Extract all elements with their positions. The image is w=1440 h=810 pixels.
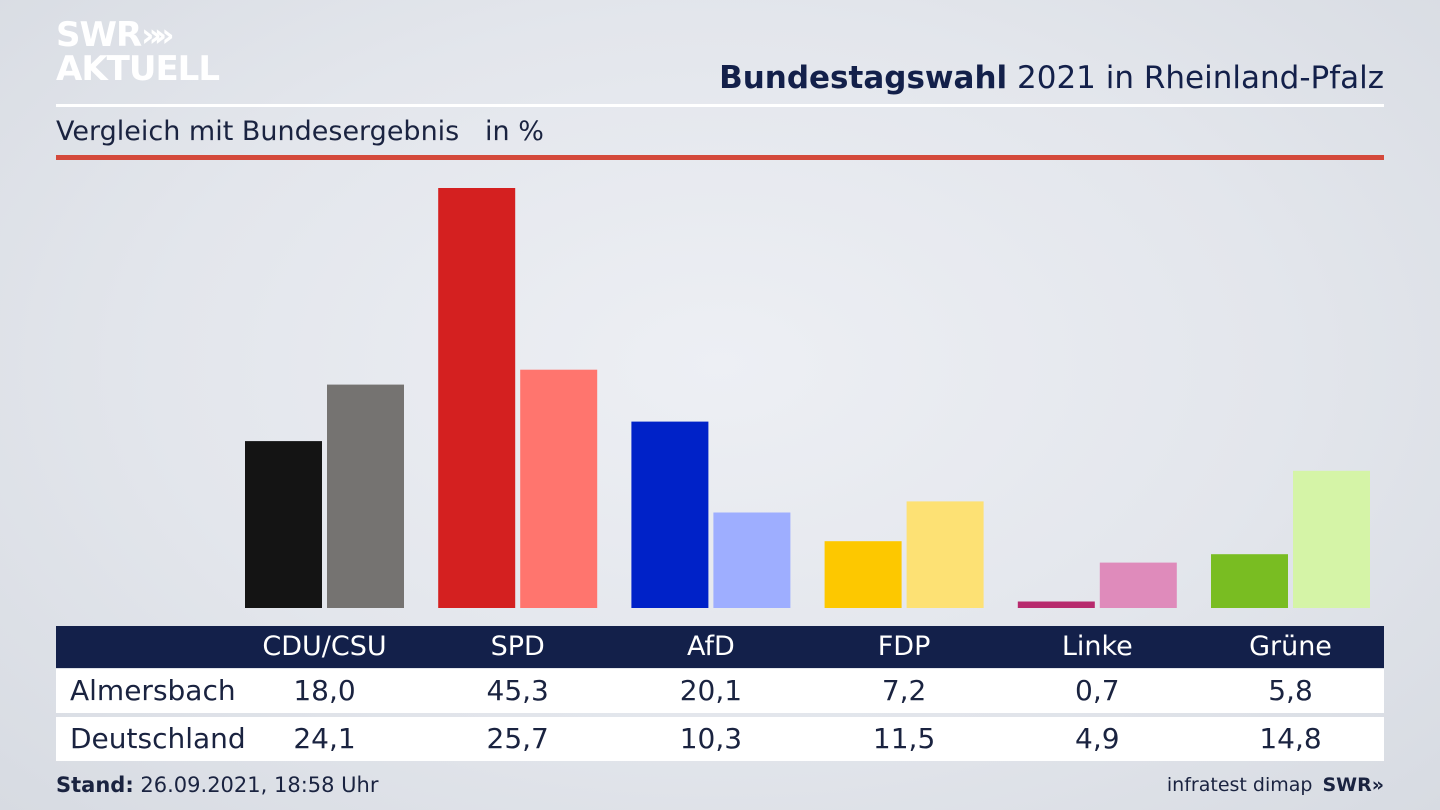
table-row-almersbach: Almersbach 18,0 45,3 20,1 7,2 0,7 5,8 [56, 669, 1384, 713]
chart-title-rest: 2021 in Rheinland-Pfalz [1007, 60, 1384, 96]
value-label-spd-almersbach: 45,3 [486, 674, 549, 707]
source-credit: infratest dimap SWR» [1167, 770, 1384, 800]
chart-subtitle: Vergleich mit Bundesergebnis in % [56, 116, 544, 147]
category-label-afd: AfD [686, 631, 735, 662]
bar-afd-almersbach [631, 421, 709, 608]
bar-fdp-almersbach [824, 541, 902, 608]
category-label-grüne: Grüne [1249, 631, 1332, 662]
value-label-linke-almersbach: 0,7 [1075, 674, 1120, 707]
value-label-cdu-csu-deutschland: 24,1 [293, 722, 356, 755]
bar-chart [245, 188, 1370, 608]
value-label-fdp-almersbach: 7,2 [881, 674, 927, 707]
timestamp: Stand: 26.09.2021, 18:58 Uhr [56, 770, 379, 800]
chart-title-bold: Bundestagswahl [719, 60, 1008, 96]
chart-title: Bundestagswahl 2021 in Rheinland-Pfalz [719, 58, 1384, 98]
value-label-cdu-csu-almersbach: 18,0 [293, 674, 356, 707]
value-label-afd-almersbach: 20,1 [679, 674, 743, 707]
bar-cdu-csu-almersbach [245, 441, 322, 608]
header-divider [56, 104, 1384, 107]
value-label-linke-deutschland: 4,9 [1075, 722, 1120, 755]
value-label-fdp-deutschland: 11,5 [872, 722, 936, 755]
bar-afd-deutschland [713, 512, 791, 608]
logo-line-swr: SWR»» [56, 18, 219, 52]
value-label-grüne-deutschland: 14,8 [1259, 722, 1322, 755]
bar-grüne-almersbach [1211, 554, 1288, 608]
row-label-deutschland: Deutschland [70, 722, 246, 755]
row-label-almersbach: Almersbach [70, 674, 236, 707]
value-label-spd-deutschland: 25,7 [486, 722, 549, 755]
bar-linke-deutschland [1099, 562, 1177, 608]
bar-spd-almersbach [438, 188, 516, 608]
timestamp-value: 26.09.2021, 18:58 Uhr [133, 773, 379, 797]
table-row-deutschland: Deutschland 24,1 25,7 10,3 11,5 4,9 14,8 [56, 717, 1384, 761]
bar-fdp-deutschland [906, 501, 984, 608]
logo-aktuell-text: AKTUELL [56, 49, 220, 89]
bar-cdu-csu-deutschland [327, 384, 404, 608]
accent-divider [56, 155, 1384, 160]
category-label-spd: SPD [490, 631, 545, 662]
category-label-linke: Linke [1061, 631, 1133, 662]
value-label-grüne-almersbach: 5,8 [1268, 674, 1313, 707]
party-header-row: CDU/CSU SPD AfD FDP Linke Grüne [56, 626, 1384, 668]
source-text: infratest dimap [1166, 774, 1313, 796]
category-label-cdu-csu: CDU/CSU [262, 631, 387, 662]
bar-spd-deutschland [520, 369, 598, 608]
timestamp-label: Stand: [56, 773, 134, 797]
swr-aktuell-logo: SWR»» AKTUELL [56, 18, 220, 89]
bar-linke-almersbach [1017, 601, 1095, 608]
bar-grüne-deutschland [1293, 470, 1370, 608]
swr-footer-logo: SWR» [1322, 774, 1384, 796]
category-label-fdp: FDP [877, 631, 931, 662]
value-label-afd-deutschland: 10,3 [679, 722, 743, 755]
logo-swr-text: SWR [56, 15, 142, 55]
